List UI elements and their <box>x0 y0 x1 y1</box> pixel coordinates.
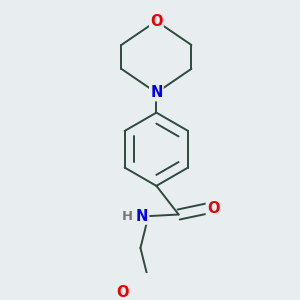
Text: H: H <box>122 210 133 223</box>
Text: N: N <box>150 85 163 100</box>
Text: O: O <box>150 14 163 28</box>
Text: O: O <box>207 201 219 216</box>
Text: N: N <box>136 208 148 224</box>
Text: O: O <box>117 285 129 300</box>
